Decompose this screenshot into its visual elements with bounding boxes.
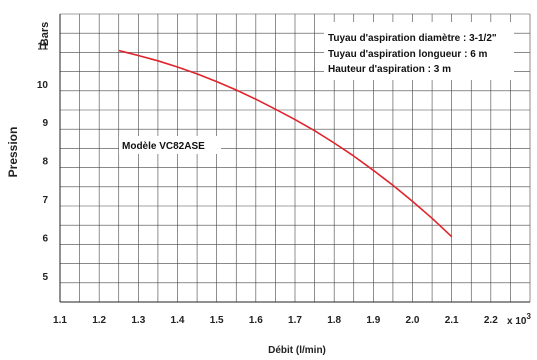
y-tick-label: 11 xyxy=(37,41,48,52)
x-tick-label: 1.8 xyxy=(327,315,341,326)
x-tick-label: 1.1 xyxy=(53,315,67,326)
x-tick-label: 1.9 xyxy=(366,315,380,326)
x-axis-multiplier-base: x 10 xyxy=(507,316,527,327)
y-tick-label: 7 xyxy=(42,195,48,206)
series-label-box xyxy=(119,136,221,154)
x-axis-title: Débit (l/min) xyxy=(268,345,326,356)
x-axis-multiplier: x 103 xyxy=(507,312,531,327)
annotation-diameter: Tuyau d'aspiration diamètre : 3-1/2" xyxy=(328,33,497,44)
y-tick-label: 8 xyxy=(42,157,48,168)
x-axis-multiplier-exponent: 3 xyxy=(526,312,531,321)
x-tick-label: 2.0 xyxy=(406,315,420,326)
y-axis-unit: Bars xyxy=(39,22,51,46)
y-tick-label: 9 xyxy=(42,118,48,129)
x-tick-label: 1.5 xyxy=(210,315,224,326)
y-tick-label: 5 xyxy=(42,272,48,283)
annotation-height: Hauteur d'aspiration : 3 m xyxy=(328,64,451,75)
series-layer xyxy=(118,49,453,238)
x-tick-label: 1.3 xyxy=(131,315,145,326)
x-tick-label: 1.4 xyxy=(171,315,185,326)
y-tick-label: 6 xyxy=(42,233,48,244)
x-tick-label: 1.6 xyxy=(249,315,263,326)
annotation-box xyxy=(324,22,514,80)
series-label: Modèle VC82ASE xyxy=(122,141,205,152)
annotation-length: Tuyau d'aspiration longueur : 6 m xyxy=(328,49,488,60)
y-tick-label: 10 xyxy=(37,80,49,91)
tick-labels: 1.1 1.2 1.3 1.4 1.5 1.6 1.7 1.8 1.9 2.0 2.1 2.2 5 6 7 8… xyxy=(37,41,498,326)
x-tick-label: 2.2 xyxy=(484,315,498,326)
series-line xyxy=(118,49,453,238)
x-tick-label: 1.2 xyxy=(92,315,106,326)
y-axis-title: Pression xyxy=(6,127,20,178)
x-tick-label: 1.7 xyxy=(288,315,302,326)
x-tick-label: 2.1 xyxy=(445,315,459,326)
